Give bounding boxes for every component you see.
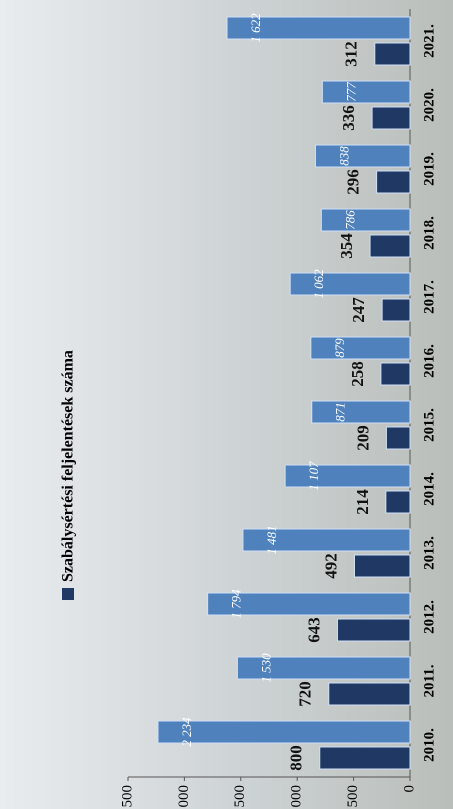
- y-tick-label: 0: [401, 785, 417, 793]
- data-label: 786: [342, 210, 357, 230]
- data-label: 1 622: [248, 13, 263, 43]
- x-tick-label: 2018.: [421, 216, 437, 250]
- bar: [385, 490, 411, 514]
- data-label: 336: [339, 105, 358, 131]
- bar: [314, 144, 411, 168]
- data-label: 1 107: [306, 461, 321, 491]
- legend-label: Szabálysértési feljelentések száma: [60, 350, 77, 582]
- y-tick-label: 500: [345, 785, 361, 808]
- bar: [157, 720, 411, 744]
- data-label: 214: [353, 489, 372, 515]
- x-tick-label: 2010.: [421, 728, 437, 762]
- x-tick-label: 2012.: [421, 600, 437, 634]
- bar: [311, 400, 411, 424]
- data-label: 777: [343, 82, 358, 102]
- y-tick-label: 2 000: [176, 785, 192, 809]
- bar: [354, 554, 411, 578]
- bar: [376, 170, 411, 194]
- data-label: 354: [337, 233, 356, 259]
- bar: [336, 618, 411, 642]
- bar: [380, 362, 411, 386]
- bar: [320, 208, 411, 232]
- x-tick-label: 2011.: [421, 664, 437, 697]
- x-tick-label: 2014.: [421, 472, 437, 506]
- data-label: 2 234: [179, 717, 194, 747]
- y-tick-label: 1 000: [289, 785, 305, 809]
- x-tick-label: 2020.: [421, 88, 437, 122]
- data-label: 1 530: [258, 653, 273, 683]
- data-label: 643: [304, 617, 323, 643]
- bar: [289, 272, 411, 296]
- bar: [328, 682, 411, 706]
- bar: [207, 592, 411, 616]
- bar: [381, 298, 411, 322]
- data-label: 296: [344, 169, 363, 195]
- data-label: 209: [353, 425, 372, 451]
- bar: [371, 106, 411, 130]
- data-label: 312: [342, 41, 361, 67]
- data-label: 258: [348, 361, 367, 387]
- bar: [310, 336, 411, 360]
- data-label: 800: [287, 745, 306, 771]
- data-label: 838: [336, 146, 351, 166]
- bar: [242, 528, 411, 552]
- data-label: 1 062: [311, 269, 326, 299]
- data-label: 492: [321, 553, 340, 579]
- data-label: 879: [332, 338, 347, 358]
- bar: [236, 656, 411, 680]
- bar: [284, 464, 411, 488]
- x-tick-label: 2021.: [421, 24, 437, 58]
- y-tick-label: 2 500: [119, 785, 135, 809]
- data-label: 1 481: [264, 525, 279, 554]
- data-label: 720: [296, 681, 315, 707]
- x-tick-label: 2013.: [421, 536, 437, 570]
- bar: [319, 746, 411, 770]
- bar: [369, 234, 411, 258]
- bar: [374, 42, 411, 66]
- x-tick-label: 2015.: [421, 408, 437, 442]
- x-tick-label: 2017.: [421, 280, 437, 314]
- data-label: 247: [349, 297, 368, 323]
- data-label: 1 794: [229, 589, 244, 619]
- bar: [226, 16, 411, 40]
- bar: [321, 80, 411, 104]
- y-tick-label: 1 500: [232, 785, 248, 809]
- data-label: 871: [333, 402, 348, 422]
- bar: [385, 426, 411, 450]
- legend-swatch: [62, 588, 74, 600]
- x-tick-label: 2019.: [421, 152, 437, 186]
- x-tick-label: 2016.: [421, 344, 437, 378]
